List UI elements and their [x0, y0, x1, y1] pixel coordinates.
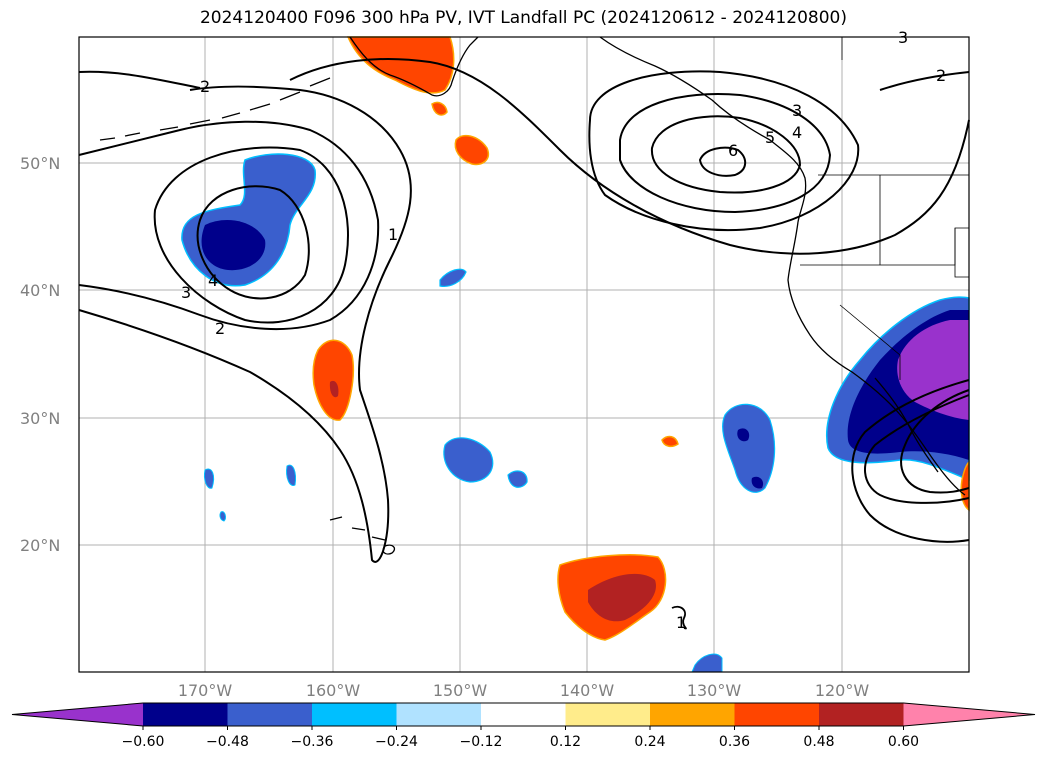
pos-anomaly-core	[588, 573, 656, 622]
contour-west-4	[196, 185, 310, 300]
contour-east-2b	[879, 71, 970, 91]
neg-anomaly-core	[751, 476, 764, 489]
pos-anomaly-area	[661, 435, 679, 448]
neg-anomaly-core-west	[201, 220, 266, 271]
colorbar-tick-label: 0.60	[888, 734, 919, 750]
neg-anomaly-area	[286, 464, 296, 487]
contour-label: 1	[388, 225, 398, 244]
contour-label: 1	[676, 613, 686, 632]
lat-label: 20°N	[20, 536, 60, 555]
contour-small-1	[671, 605, 687, 630]
borders	[800, 37, 969, 380]
neg-anomaly-area	[439, 268, 467, 287]
neg-anomaly-area	[443, 437, 494, 483]
contour-west-1	[78, 85, 412, 563]
lon-label: 140°W	[560, 681, 615, 700]
colorbar-extend-min	[12, 703, 143, 726]
baja-california	[874, 377, 939, 473]
contour-east-4	[619, 93, 832, 214]
contour-northwest-2	[78, 70, 201, 89]
map-title: 2024120400 F096 300 hPa PV, IVT Landfall…	[199, 8, 847, 28]
colorbar-tick-label: 0.12	[550, 734, 581, 750]
colorbar-segment	[481, 703, 566, 726]
colorbar-tick-label: −0.36	[291, 734, 334, 750]
neg-anomaly-core	[737, 428, 750, 442]
coastlines	[99, 36, 966, 555]
colorbar: −0.60 −0.48 −0.36 −0.24 −0.12 0.12 0.24 0.36 0.4…	[11, 702, 1036, 750]
contour-west-3	[153, 146, 349, 324]
contour-east-6	[698, 146, 747, 177]
contour-label: 4	[792, 123, 802, 142]
contour-label: 2	[936, 66, 946, 85]
colorbar-tick-label: 0.48	[803, 734, 834, 750]
lat-label: 50°N	[20, 154, 60, 173]
contour-label: 2	[215, 319, 225, 338]
contour-label: 3	[181, 283, 191, 302]
gridlines	[79, 37, 969, 672]
colorbar-segment	[227, 703, 313, 726]
plot-frame	[78, 36, 970, 673]
colorbar-segment	[312, 703, 397, 726]
contour-east-2	[289, 58, 970, 255]
pos-anomaly-area	[454, 134, 489, 166]
colorbar-extend-max	[903, 703, 1035, 726]
lat-label: 30°N	[20, 409, 60, 428]
lon-label: 130°W	[687, 681, 742, 700]
neg-anomaly-area	[204, 468, 215, 489]
contour-label: 6	[728, 141, 738, 160]
contour-southeast-1	[900, 389, 970, 494]
neg-anomaly-area	[507, 470, 528, 488]
neg-anomaly-area	[691, 653, 723, 673]
bc-washington-coast	[599, 36, 807, 223]
lon-label: 120°W	[815, 681, 870, 700]
lat-label: 40°N	[20, 281, 60, 300]
contour-label: 2	[200, 77, 210, 96]
contour-label: 3	[792, 101, 802, 120]
colorbar-segment	[734, 703, 820, 726]
lat-labels: 50°N 40°N 30°N 20°N	[20, 154, 60, 555]
colorbar-segment	[143, 703, 228, 726]
lon-label: 160°W	[306, 681, 361, 700]
neg-anomaly-area	[722, 403, 776, 493]
aleutian-islands	[99, 77, 331, 141]
plot-area: 2 2 3 4 1 3 4 5 6 2 3 1	[78, 28, 970, 673]
colorbar-tick-label: 0.24	[634, 734, 665, 750]
contour-east-3	[588, 70, 860, 232]
colorbar-tick-label: −0.60	[122, 734, 165, 750]
contour-southeast-3	[863, 394, 970, 504]
hawaii-islands	[329, 516, 396, 555]
pos-anomaly-core	[329, 380, 339, 398]
colorbar-tick-label: −0.24	[375, 734, 418, 750]
neg-anomaly-extreme-east	[897, 320, 969, 420]
lon-label: 150°W	[433, 681, 488, 700]
lon-labels: 170°W 160°W 150°W 140°W 130°W 120°W	[178, 681, 870, 700]
contour-west-2	[78, 120, 380, 331]
contour-southeast-2	[851, 379, 970, 543]
colorbar-segment	[565, 703, 651, 726]
colorbar-segment	[650, 703, 735, 726]
colorbar-segment	[396, 703, 482, 726]
pos-anomaly-area	[346, 36, 455, 94]
contour-east-5	[650, 115, 802, 194]
alaska-coast	[349, 36, 479, 97]
neg-anomaly-area	[219, 511, 226, 522]
pos-anomaly-area	[431, 101, 448, 116]
contour-label: 5	[765, 128, 775, 147]
colorbar-tick-label: −0.48	[206, 734, 249, 750]
positive-anomaly-shading	[312, 36, 970, 641]
pos-anomaly-area	[312, 339, 355, 421]
colorbar-tick-label: −0.12	[460, 734, 503, 750]
west-us-coast	[787, 221, 966, 496]
lon-label: 170°W	[178, 681, 233, 700]
colorbar-segment	[819, 703, 904, 726]
contour-label: 4	[208, 271, 218, 290]
colorbar-tick-label: 0.36	[719, 734, 750, 750]
pv-contours	[78, 58, 970, 630]
